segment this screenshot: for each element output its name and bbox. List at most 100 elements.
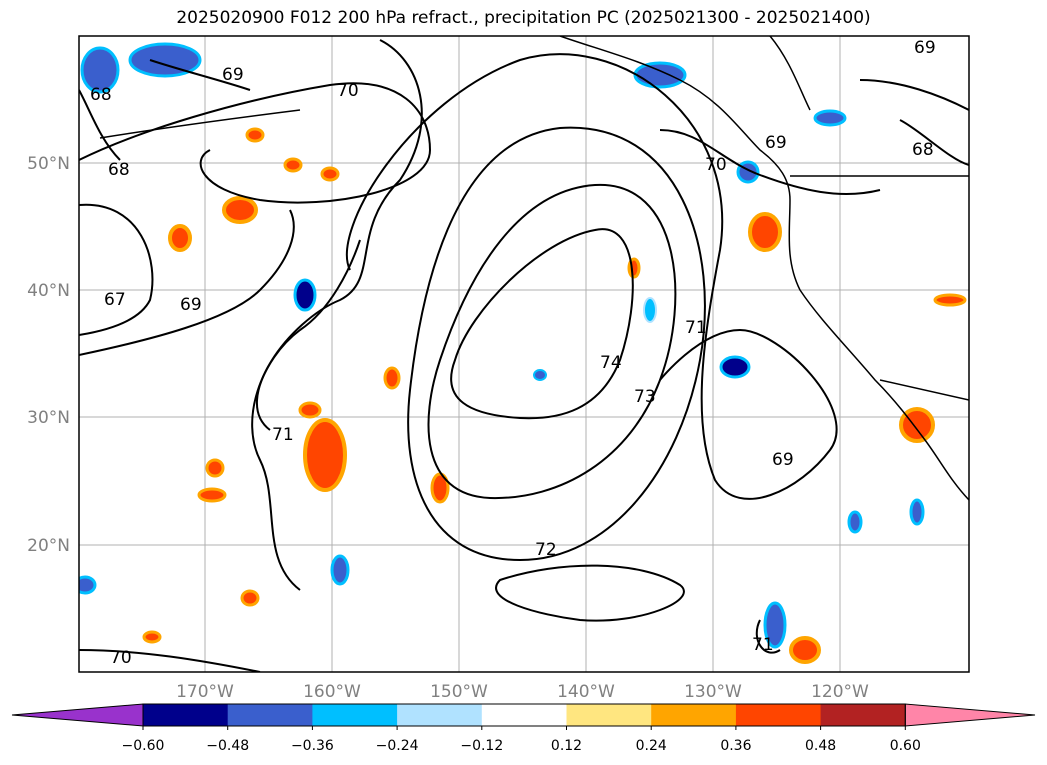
colorbar-extend-min <box>11 703 144 727</box>
precip-positive <box>245 127 265 143</box>
contour-71-se <box>755 619 781 654</box>
precip-negative <box>330 554 350 586</box>
precip-positive <box>142 630 162 644</box>
contour-72-south <box>495 564 685 622</box>
map-title: 2025020900 F012 200 hPa refract., precip… <box>176 8 871 28</box>
bc-coast <box>769 36 811 111</box>
precip-negative <box>643 297 657 323</box>
contour-70-mid <box>251 239 361 591</box>
colorbar-tick-label: −0.48 <box>206 738 249 754</box>
precip-positive <box>933 293 967 307</box>
contour-label: 74 <box>600 353 622 373</box>
contour-71 <box>345 53 838 500</box>
precip-negative <box>847 510 863 534</box>
lon-label-170w: 170°W <box>176 682 234 702</box>
contour-label: 69 <box>180 295 202 315</box>
lon-label-160w: 160°W <box>303 682 361 702</box>
contour-70-east <box>659 129 881 195</box>
contour-label: 71 <box>685 318 707 338</box>
precip-negative <box>719 355 751 379</box>
contour-73 <box>427 183 677 500</box>
contour-label: 71 <box>752 635 774 655</box>
colorbar-tick-label: 0.48 <box>805 738 836 754</box>
lat-label-30n: 30°N <box>27 408 70 428</box>
precip-positive <box>283 157 303 173</box>
colorbar-tick-label: 0.12 <box>551 738 582 754</box>
precip-positive <box>320 166 340 182</box>
map-frame <box>78 35 970 673</box>
colorbar-tick-label: 0.36 <box>720 738 751 754</box>
contour-label: 67 <box>104 290 126 310</box>
precipitation-field <box>79 42 967 664</box>
colorbar-tick-label: 0.60 <box>890 738 921 754</box>
contour-label: 70 <box>705 155 727 175</box>
colorbar: −0.60 −0.48 −0.36 −0.24 −0.12 0.12 0.24 0.36 0.4… <box>11 703 1036 754</box>
precip-positive <box>197 487 227 503</box>
contour-label: 71 <box>272 425 294 445</box>
colorbar-segment <box>397 704 483 726</box>
contour-68-ne <box>899 119 969 166</box>
precip-negative <box>813 109 847 127</box>
precip-positive <box>168 224 192 252</box>
lat-label-20n: 20°N <box>27 536 70 556</box>
us-mexico-border <box>879 379 969 401</box>
west-coast <box>559 36 969 501</box>
contour-label: 69 <box>914 38 936 58</box>
colorbar-segment <box>143 704 229 726</box>
colorbar-tick-label: −0.60 <box>122 738 165 754</box>
lon-label-140w: 140°W <box>557 682 615 702</box>
contour-label-group: 69 70 68 68 67 69 70 69 71 74 73 71 69 7… <box>90 38 936 668</box>
precip-negative <box>79 575 97 595</box>
precip-negative <box>533 369 547 381</box>
lon-label-120w: 120°W <box>811 682 869 702</box>
contour-70-south <box>79 649 261 672</box>
contour-69-nw <box>149 59 251 91</box>
precip-negative <box>80 46 120 94</box>
colorbar-frame <box>142 703 906 727</box>
precip-positive <box>298 401 322 419</box>
contour-69-west <box>79 209 295 356</box>
contour-68-nw <box>79 89 121 161</box>
contour-label: 70 <box>110 648 132 668</box>
colorbar-segment <box>820 704 906 726</box>
graticule <box>79 36 969 672</box>
precip-positive <box>789 636 821 664</box>
contour-label: 68 <box>108 160 130 180</box>
colorbar-tick-label: 0.24 <box>636 738 667 754</box>
contour-label: 68 <box>912 140 934 160</box>
colorbar-extend-max <box>904 703 1036 727</box>
lon-label-130w: 130°W <box>684 682 742 702</box>
colorbar-segment <box>481 704 567 726</box>
precip-negative <box>763 601 787 649</box>
precip-positive <box>748 212 782 252</box>
contour-label: 69 <box>772 450 794 470</box>
colorbar-tick-label: −0.24 <box>376 738 419 754</box>
contour-69-ne <box>859 79 969 111</box>
longitude-labels: 170°W 160°W 150°W 140°W 130°W 120°W <box>176 682 869 702</box>
precip-negative <box>293 278 317 312</box>
precip-positive <box>240 589 260 607</box>
precip-negative <box>633 61 687 89</box>
colorbar-segment <box>312 704 398 726</box>
contour-label: 70 <box>337 81 359 101</box>
lon-label-150w: 150°W <box>430 682 488 702</box>
precip-negative <box>909 498 925 526</box>
contour-74 <box>450 228 634 420</box>
coastline <box>99 36 969 501</box>
precip-positive <box>899 407 935 443</box>
precip-negative <box>128 42 202 78</box>
colorbar-segment <box>735 704 822 726</box>
lat-label-50n: 50°N <box>27 154 70 174</box>
lat-label-40n: 40°N <box>27 281 70 301</box>
colorbar-segment <box>566 704 652 726</box>
aleutian-islands <box>99 109 301 139</box>
contour-label: 69 <box>222 65 244 85</box>
precip-positive <box>205 458 225 478</box>
contour-label: 73 <box>634 387 656 407</box>
precip-positive <box>303 418 347 492</box>
contour-label: 68 <box>90 85 112 105</box>
colorbar-segment <box>227 704 313 726</box>
contour-72 <box>407 126 706 562</box>
contour-70 <box>79 82 432 204</box>
